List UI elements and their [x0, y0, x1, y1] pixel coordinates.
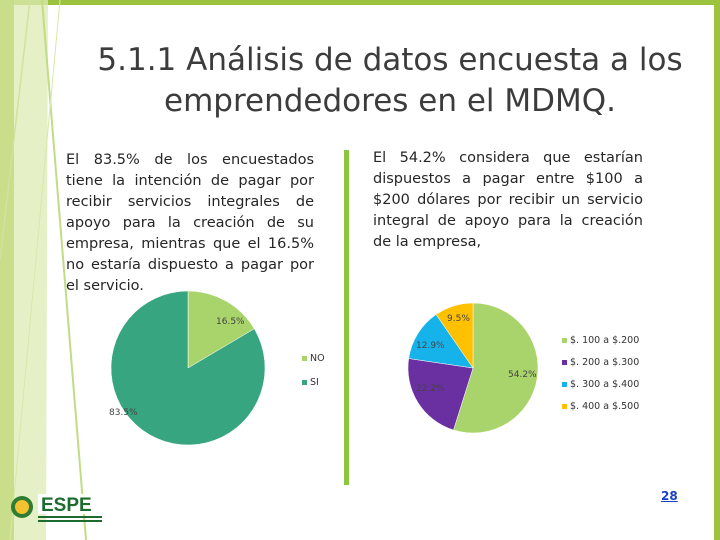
legend-label: $. 300 a $.400 [570, 378, 640, 390]
legend-swatch [302, 355, 307, 361]
slide-title: 5.1.1 Análisis de datos encuesta a los e… [97, 42, 683, 119]
page-number: 28 [661, 489, 678, 503]
pie-left-label-si: 83.5% [109, 408, 138, 418]
espe-logo: ESPE [11, 494, 102, 522]
legend-label: $. 200 a $.300 [570, 356, 640, 368]
legend-swatch [562, 381, 567, 387]
legend-label: SI [310, 376, 319, 388]
legend-swatch [562, 403, 567, 409]
pie-right-legend: $. 100 a $.200 $. 200 a $.300 $. 300 a $… [562, 334, 639, 422]
pie-left-legend: NO SI [302, 352, 325, 400]
pie-right-label-9-5: 9.5% [447, 314, 470, 324]
logo-text: ESPE [41, 495, 92, 516]
legend-item-no: NO [302, 352, 325, 364]
legend-swatch [302, 379, 307, 385]
pie-right-label-22-2: 22.2% [416, 384, 445, 394]
legend-item-300-400: $. 300 a $.400 [562, 378, 639, 390]
legend-label: NO [310, 352, 325, 364]
right-description: El 54.2% considera que estarían dispuest… [373, 150, 643, 250]
legend-swatch [562, 359, 567, 365]
legend-swatch [562, 337, 567, 343]
legend-item-200-300: $. 200 a $.300 [562, 356, 639, 368]
pie-left-label-no: 16.5% [216, 317, 245, 327]
legend-label: $. 100 a $.200 [570, 334, 640, 346]
legend-label: $. 400 a $.500 [570, 400, 640, 412]
legend-item-si: SI [302, 376, 325, 388]
left-description: El 83.5% de los encuestados tiene la int… [66, 152, 314, 294]
legend-item-400-500: $. 400 a $.500 [562, 400, 639, 412]
pie-right-label-54-2: 54.2% [508, 370, 537, 380]
pie-right-label-12-9: 12.9% [416, 341, 445, 351]
legend-item-100-200: $. 100 a $.200 [562, 334, 639, 346]
